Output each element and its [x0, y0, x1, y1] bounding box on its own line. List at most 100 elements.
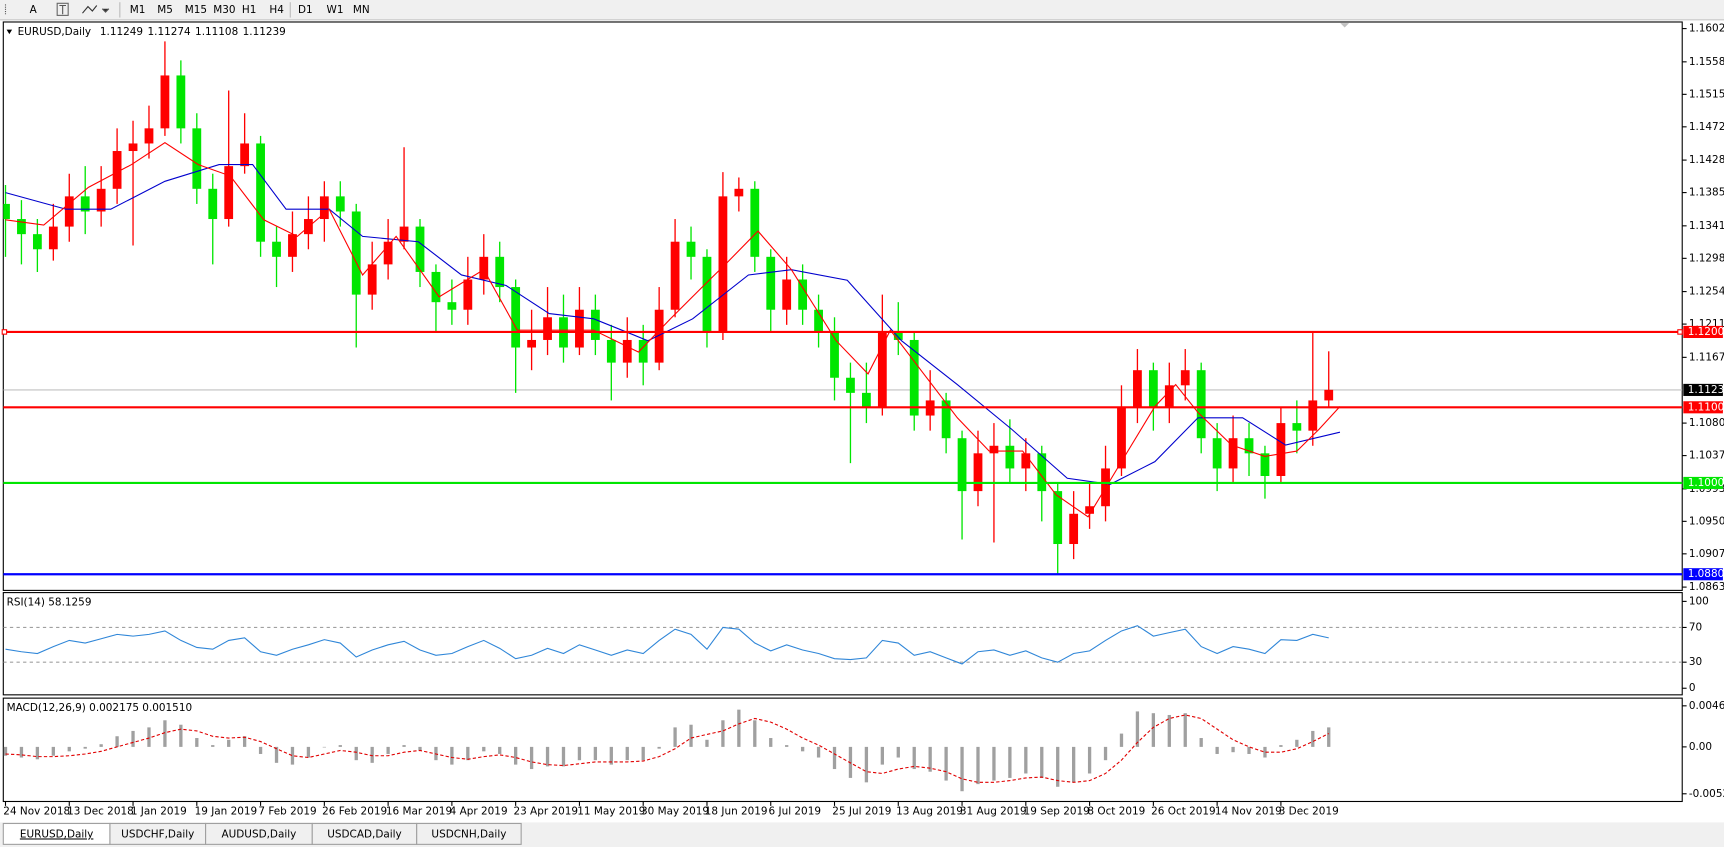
candle-body	[638, 339, 648, 363]
macd-bar	[338, 745, 342, 747]
timeframe-button[interactable]: H4	[269, 4, 284, 16]
x-tick-label: 8 Oct 2019	[1087, 805, 1145, 817]
moving-average	[5, 164, 1341, 485]
candle-body	[877, 332, 887, 408]
macd-panel	[2, 697, 1683, 803]
macd-bar	[274, 746, 279, 763]
x-tick-label: 26 Oct 2019	[1151, 805, 1216, 817]
macd-bar	[593, 746, 598, 761]
candle-body	[1005, 445, 1015, 469]
macd-bar	[976, 746, 980, 785]
macd-bar	[227, 739, 231, 747]
timeframe-button[interactable]: H1	[242, 4, 257, 16]
timeframe-button[interactable]: M15	[185, 4, 207, 16]
candle-body	[830, 332, 839, 378]
macd-bar	[1279, 745, 1283, 747]
x-tick-label: 19 Sep 2019	[1024, 805, 1090, 817]
x-tick-label: 26 Feb 2019	[322, 805, 387, 817]
level-marker	[1677, 329, 1683, 335]
macd-bar	[1119, 733, 1124, 747]
price-tag	[1683, 383, 1723, 396]
level-tag	[1683, 401, 1723, 414]
chart-header: EURUSD,Daily 1.11249 1.11274 1.11108 1.11239	[18, 26, 286, 38]
candle-body	[351, 211, 361, 295]
macd-bar	[131, 730, 135, 747]
x-tick-label: 19 Jan 2019	[195, 805, 258, 817]
candle-body	[846, 377, 855, 393]
y-tick-label: 70	[1689, 621, 1702, 633]
x-tick-label: 6 Jul 2019	[769, 805, 821, 817]
candle-body	[1308, 400, 1318, 431]
level-label: 1.11009	[1688, 401, 1724, 413]
macd-bar	[1247, 746, 1251, 754]
ohlc-value: 1.11239	[243, 26, 286, 38]
macd-bar	[785, 745, 789, 747]
y-tick-label: 1.13850	[1689, 187, 1724, 199]
macd-bar	[466, 746, 470, 761]
ohlc-value: 1.11108	[195, 26, 238, 38]
candle-body	[750, 188, 760, 257]
tab[interactable]	[416, 822, 522, 845]
moving-average	[5, 142, 1341, 518]
x-tick-label: 16 Mar 2019	[386, 805, 452, 817]
candle-body	[702, 256, 712, 333]
x-tick-label: 18 Jun 2019	[705, 805, 768, 817]
level-label: 1.12006	[1688, 326, 1724, 338]
candle-body	[543, 317, 552, 340]
candle-body	[415, 226, 425, 272]
tab-label[interactable]: EURUSD,Daily	[20, 828, 94, 840]
macd-bar	[577, 746, 582, 761]
macd-bar	[1183, 713, 1187, 747]
tab-label[interactable]: USDCNH,Daily	[431, 828, 506, 840]
rsi-line	[5, 625, 1329, 665]
macd-bar	[242, 736, 247, 747]
timeframe-button[interactable]: D1	[298, 4, 313, 16]
tab-label[interactable]: USDCHF,Daily	[121, 828, 194, 840]
macd-bar	[928, 746, 932, 772]
x-tick-label: 14 Nov 2019	[1215, 805, 1282, 817]
macd-bar	[1072, 746, 1076, 783]
y-tick-label: 1.10370	[1689, 450, 1724, 462]
level-label: 1.10008	[1688, 477, 1724, 489]
macd-bar	[896, 746, 900, 758]
timeframe-button[interactable]: M1	[130, 4, 146, 16]
toolbar	[0, 0, 1724, 20]
tab-label[interactable]: AUDUSD,Daily	[221, 828, 296, 840]
macd-bar	[832, 746, 837, 770]
macd-bar	[1103, 746, 1108, 761]
timeframe-button[interactable]: M30	[213, 4, 235, 16]
timeframe-button[interactable]: MN	[353, 4, 370, 16]
macd-bar	[529, 746, 534, 770]
candle-body	[319, 196, 329, 220]
macd-bar	[545, 746, 550, 767]
x-tick-label: 11 May 2019	[577, 805, 645, 817]
candle-body	[957, 438, 967, 492]
candle-body	[527, 339, 537, 348]
x-tick-label: 25 Jul 2019	[832, 805, 891, 817]
macd-bar	[1295, 739, 1299, 747]
macd-bar	[211, 745, 215, 747]
tab-label[interactable]: USDCAD,Daily	[327, 828, 402, 840]
macd-bar	[1087, 746, 1092, 774]
y-tick-label: 1.08630	[1689, 581, 1724, 593]
y-tick-label: 1.14280	[1689, 154, 1724, 166]
macd-bar	[625, 746, 629, 761]
macd-bar	[689, 724, 693, 747]
timeframe-button[interactable]: W1	[327, 4, 344, 16]
timeframe-button[interactable]: M5	[157, 4, 173, 16]
candle-body	[1324, 389, 1334, 401]
y-tick-label: 30	[1689, 656, 1702, 668]
text-tool[interactable]: A	[30, 4, 38, 16]
x-tick-label: 4 Apr 2019	[450, 805, 508, 817]
y-tick-label: 1.13410	[1689, 220, 1724, 232]
candle-body	[734, 188, 744, 197]
candle-body	[1276, 423, 1286, 476]
macd-bar	[450, 746, 454, 765]
macd-bar	[322, 746, 326, 748]
candle-body	[3, 203, 10, 220]
candle-body	[782, 279, 792, 310]
macd-bar	[1215, 746, 1219, 754]
macd-bar	[498, 746, 502, 754]
macd-bar	[51, 746, 55, 756]
candle-body	[48, 226, 58, 250]
